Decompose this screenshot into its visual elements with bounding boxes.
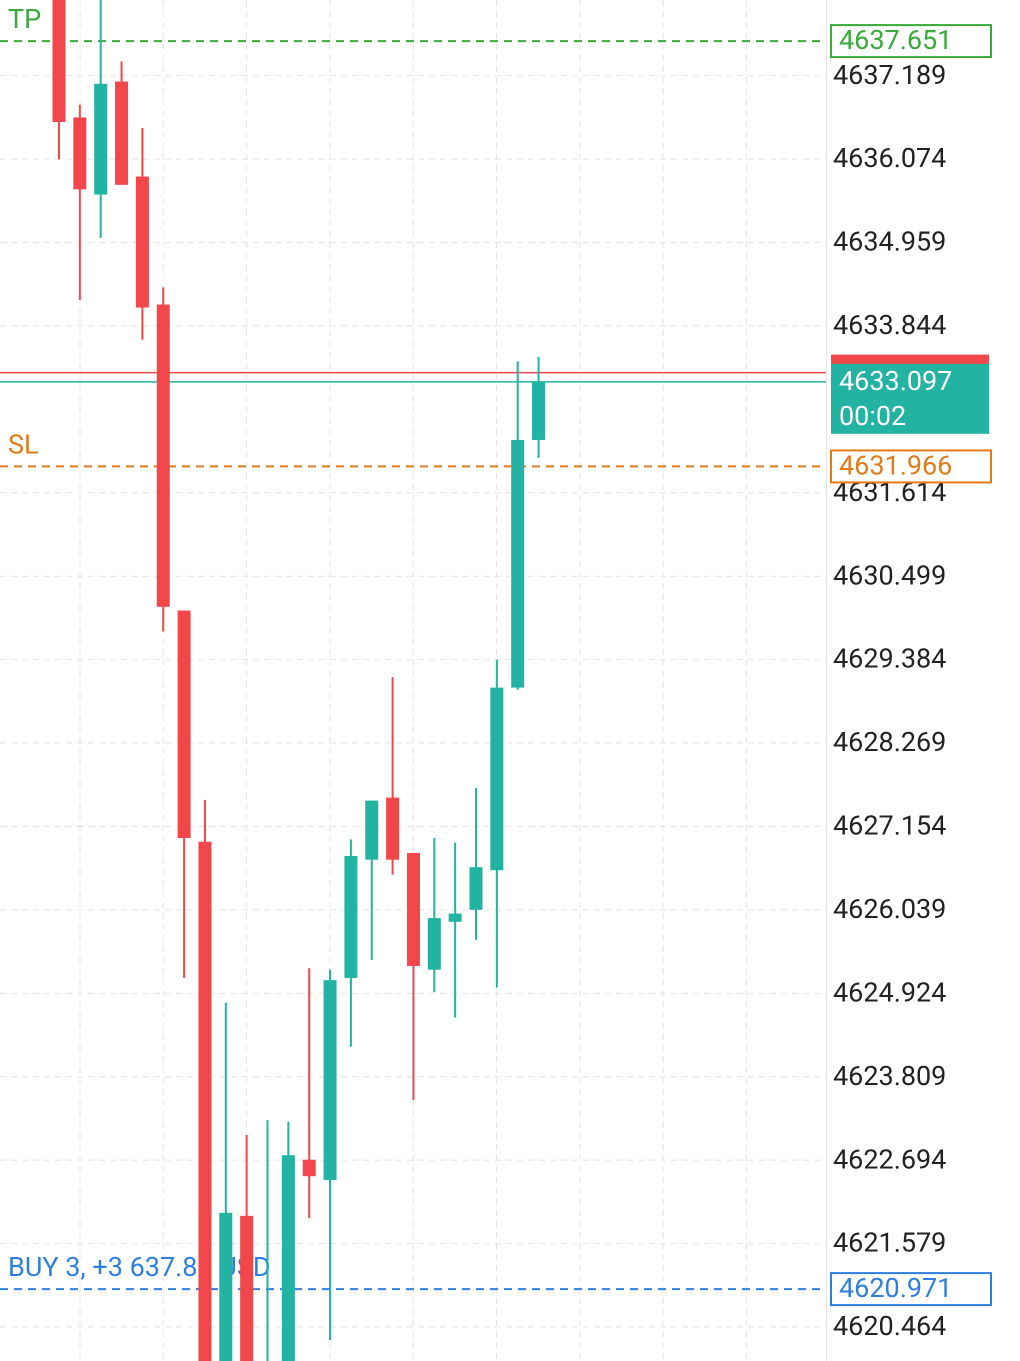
candle-body <box>448 913 462 922</box>
candle-body <box>52 0 66 122</box>
candle-body <box>386 797 400 860</box>
price-axis-panel <box>826 0 1020 1361</box>
candle-body <box>469 867 483 910</box>
candle-body <box>490 687 504 871</box>
candle-body <box>156 304 170 607</box>
candle-body <box>532 381 546 440</box>
candle-body <box>73 117 87 190</box>
y-tick-label: 4622.694 <box>833 1143 946 1175</box>
y-tick-label: 4628.269 <box>833 726 946 758</box>
y-tick-label: 4637.189 <box>833 59 946 91</box>
level-price: 4631.966 <box>839 450 952 482</box>
candle-body <box>240 1215 254 1361</box>
candle-body <box>94 83 108 195</box>
y-tick-label: 4634.959 <box>833 226 946 258</box>
y-tick-label: 4624.924 <box>833 976 946 1008</box>
candle-body <box>323 980 337 1180</box>
y-tick-label: 4627.154 <box>833 810 946 842</box>
candle-body <box>406 852 420 966</box>
y-tick-label: 4630.499 <box>833 559 946 591</box>
y-tick-label: 4629.384 <box>833 643 946 675</box>
level-price: 4620.971 <box>839 1272 952 1304</box>
candle-body <box>115 81 129 185</box>
candle-body <box>281 1155 295 1361</box>
level-label: SL <box>8 429 39 461</box>
level-price: 4637.651 <box>839 24 952 56</box>
countdown: 00:02 <box>839 400 906 432</box>
y-tick-label: 4620.464 <box>833 1310 946 1342</box>
y-tick-label: 4626.039 <box>833 893 946 925</box>
candle-body <box>302 1159 316 1177</box>
candle-body <box>511 439 525 688</box>
last-price: 4633.097 <box>839 365 952 397</box>
y-tick-label: 4633.844 <box>833 309 946 341</box>
candle-body <box>365 800 379 860</box>
candle-body <box>427 918 441 970</box>
candles <box>52 0 546 1361</box>
level-label: TP <box>8 3 41 35</box>
grid <box>0 0 826 1361</box>
level-box <box>830 24 992 59</box>
candle-body <box>177 610 191 838</box>
candle-body <box>198 841 212 1361</box>
level-box <box>830 1272 992 1307</box>
y-tick-label: 4636.074 <box>833 142 946 174</box>
candle-body <box>219 1212 233 1361</box>
level-lines <box>0 40 826 1291</box>
y-tick-label: 4621.579 <box>833 1227 946 1259</box>
candle-body <box>135 176 149 308</box>
last-price-box <box>831 363 989 434</box>
candle-body <box>344 855 358 978</box>
level-box <box>830 449 992 484</box>
y-tick-label: 4623.809 <box>833 1060 946 1092</box>
